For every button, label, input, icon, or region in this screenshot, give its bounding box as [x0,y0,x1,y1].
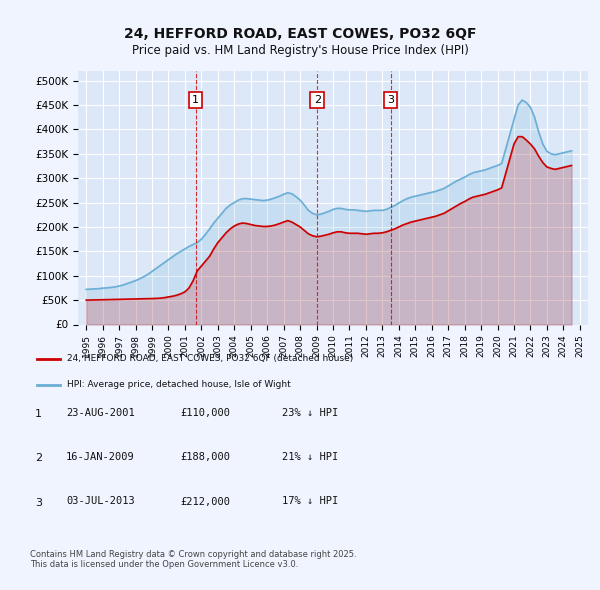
Text: 21% ↓ HPI: 21% ↓ HPI [282,453,338,462]
Text: Contains HM Land Registry data © Crown copyright and database right 2025.
This d: Contains HM Land Registry data © Crown c… [30,550,356,569]
Text: 03-JUL-2013: 03-JUL-2013 [66,497,135,506]
Text: 2: 2 [35,454,42,463]
Text: 3: 3 [35,498,42,507]
Text: £110,000: £110,000 [180,408,230,418]
Text: £188,000: £188,000 [180,453,230,462]
Text: 1: 1 [35,409,42,419]
Text: 24, HEFFORD ROAD, EAST COWES, PO32 6QF: 24, HEFFORD ROAD, EAST COWES, PO32 6QF [124,27,476,41]
Text: 2: 2 [314,95,321,105]
Text: HPI: Average price, detached house, Isle of Wight: HPI: Average price, detached house, Isle… [67,380,291,389]
Text: Price paid vs. HM Land Registry's House Price Index (HPI): Price paid vs. HM Land Registry's House … [131,44,469,57]
Text: 16-JAN-2009: 16-JAN-2009 [66,453,135,462]
Text: 17% ↓ HPI: 17% ↓ HPI [282,497,338,506]
Text: £212,000: £212,000 [180,497,230,506]
Text: 23-AUG-2001: 23-AUG-2001 [66,408,135,418]
Text: 3: 3 [387,95,394,105]
Text: 24, HEFFORD ROAD, EAST COWES, PO32 6QF (detached house): 24, HEFFORD ROAD, EAST COWES, PO32 6QF (… [67,354,353,363]
Text: 23% ↓ HPI: 23% ↓ HPI [282,408,338,418]
Text: 1: 1 [192,95,199,105]
